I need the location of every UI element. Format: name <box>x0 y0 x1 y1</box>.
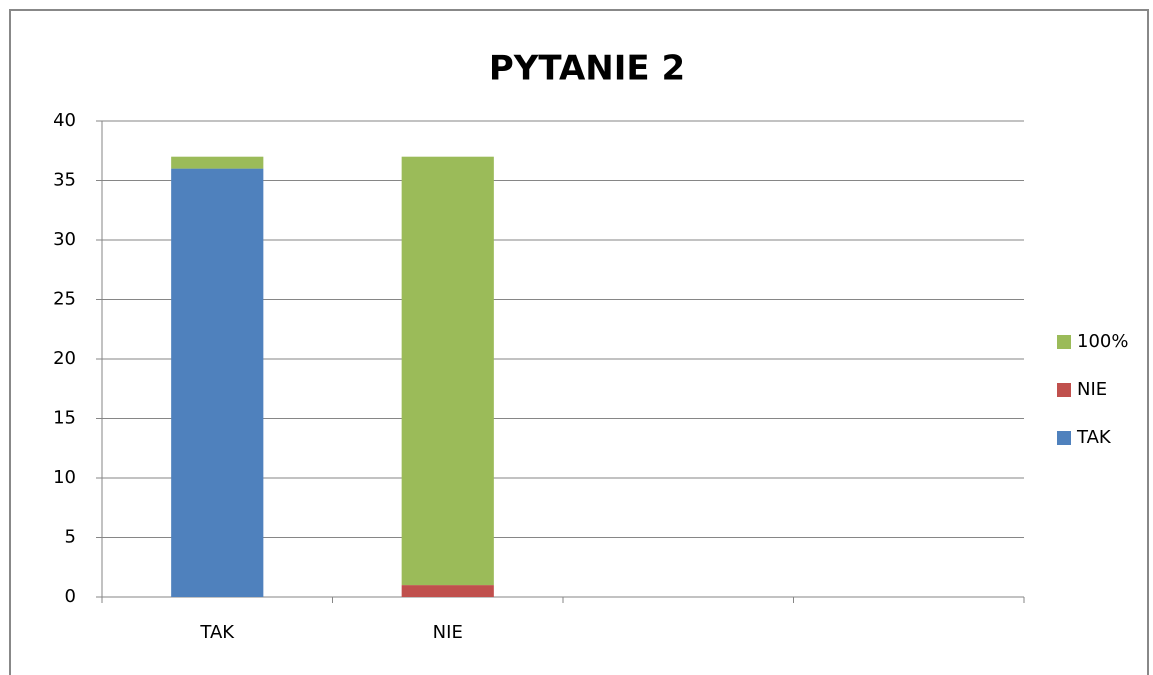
chart-border <box>9 9 1149 675</box>
y-tick-label: 15 <box>53 408 76 429</box>
legend-label: TAK <box>1076 427 1112 448</box>
legend-swatch <box>1057 335 1071 349</box>
legend-label: 100% <box>1077 331 1128 352</box>
legend-swatch <box>1057 383 1071 397</box>
legend-swatch <box>1057 431 1071 445</box>
y-tick-label: 0 <box>65 586 76 607</box>
y-tick-label: 40 <box>53 110 76 131</box>
x-tick-label: NIE <box>433 622 463 643</box>
bar-segment <box>171 168 264 597</box>
y-tick-label: 20 <box>53 348 76 369</box>
y-tick-label: 25 <box>53 289 76 310</box>
y-tick-label: 30 <box>53 229 76 250</box>
bar-segment <box>401 585 494 597</box>
bar-segment <box>401 156 494 586</box>
y-tick-label: 35 <box>53 170 76 191</box>
chart-title: PYTANIE 2 <box>489 49 685 89</box>
y-tick-label: 5 <box>65 527 76 548</box>
legend-label: NIE <box>1077 379 1107 400</box>
y-tick-label: 10 <box>53 467 76 488</box>
x-tick-label: TAK <box>199 622 235 643</box>
bar-segment <box>171 156 264 169</box>
